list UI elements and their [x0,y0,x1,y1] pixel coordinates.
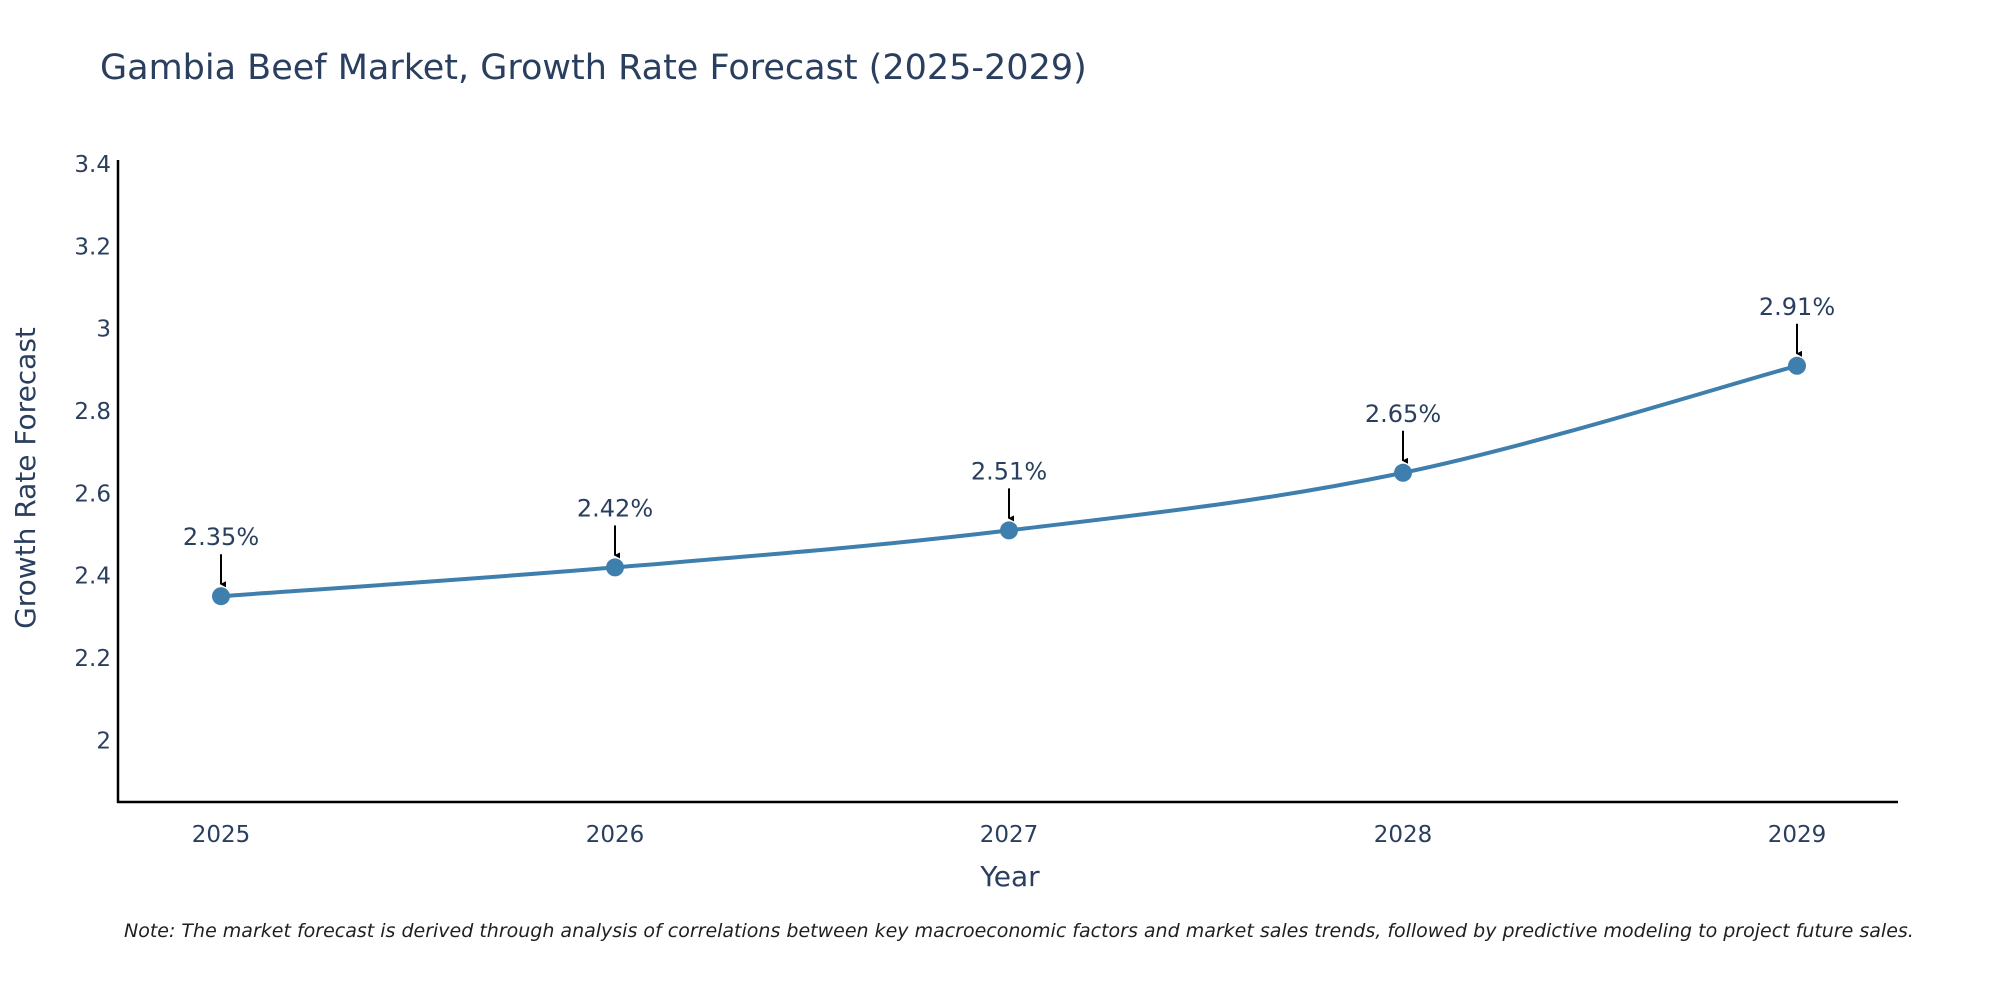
y-tick-label: 3 [96,317,111,343]
data-label: 2.35% [183,523,259,551]
x-tick-label: 2026 [586,822,645,848]
x-tick-label: 2027 [980,822,1039,848]
x-axis: 2025 2026 2027 2028 2029 [117,800,1898,848]
y-tick-label: 2.8 [74,399,111,425]
annotation-group: 2.35% 2.42% 2.51% 2.65% 2.91% [183,293,1835,588]
y-tick-label: 2.4 [74,564,111,590]
data-label: 2.65% [1365,400,1441,428]
data-point [1000,521,1018,540]
y-axis-title: Growth Rate Forecast [9,327,42,629]
y-tick-label: 2.2 [74,646,111,672]
data-label: 2.51% [971,457,1047,485]
y-tick-label: 3.2 [74,234,111,260]
data-label: 2.91% [1759,293,1835,321]
data-point [606,558,624,577]
series-group [212,356,1806,606]
x-tick-label: 2025 [192,822,251,848]
x-tick-label: 2028 [1374,822,1433,848]
footnote: Note: The market forecast is derived thr… [124,920,1914,942]
y-axis: 2 2.2 2.4 2.6 2.8 3 3.2 3.4 [74,152,120,803]
y-tick-label: 3.4 [74,152,111,178]
data-point [1788,356,1806,375]
x-axis-title: Year [979,860,1040,893]
y-tick-label: 2.6 [74,481,111,507]
data-label: 2.42% [577,494,653,522]
chart-title: Gambia Beef Market, Growth Rate Forecast… [100,48,1087,88]
x-tick-label: 2029 [1768,822,1827,848]
data-point [212,587,230,606]
data-point [1394,463,1412,482]
y-tick-label: 2 [96,728,111,754]
